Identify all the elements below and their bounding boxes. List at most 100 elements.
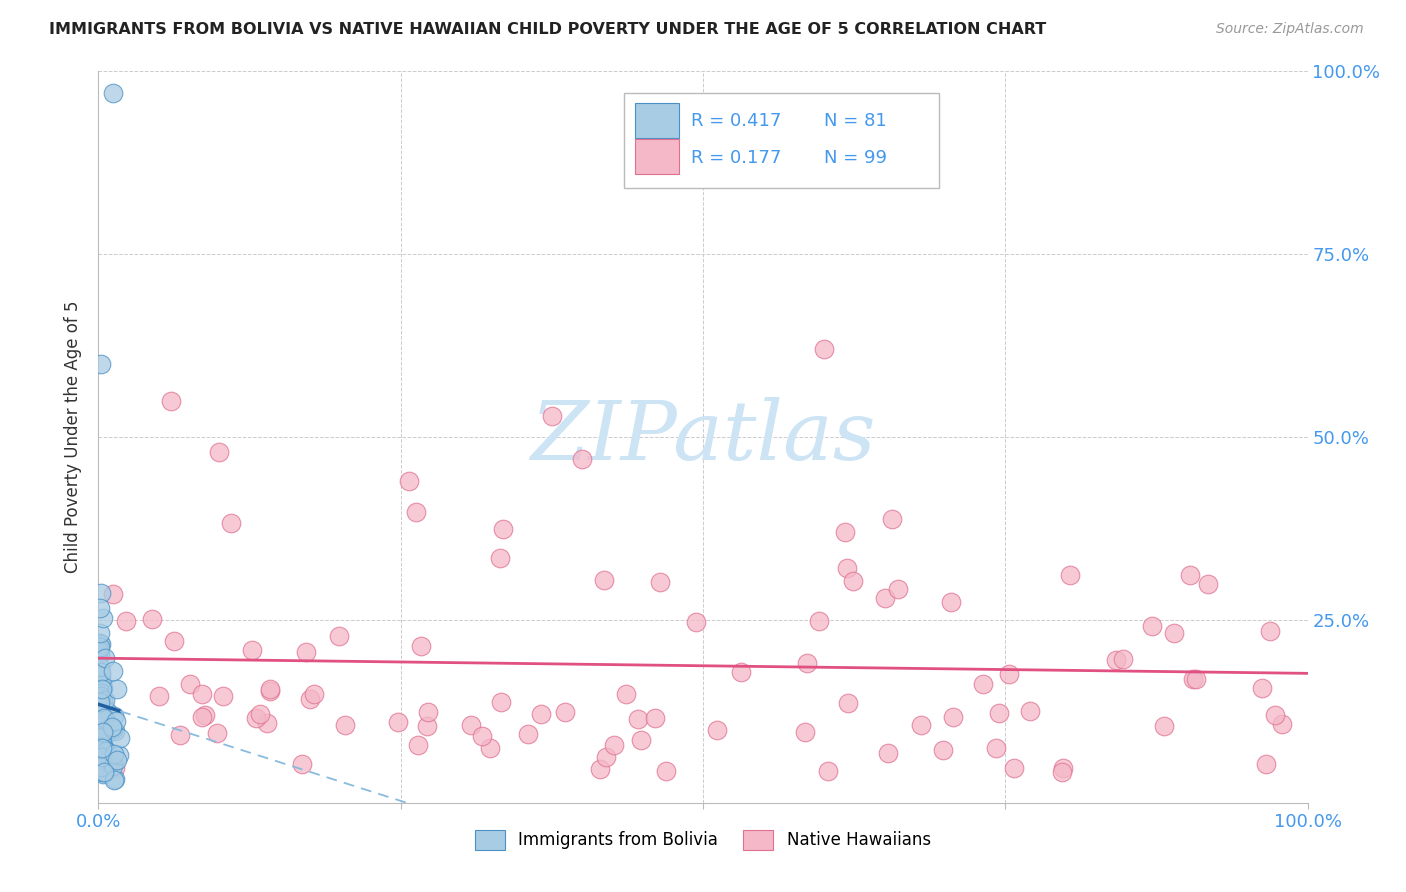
Point (101, 723, 124, 737)
Point (104, 724, 127, 739)
Point (416, 719, 439, 733)
Point (1105, 653, 1128, 667)
Point (1140, 619, 1163, 633)
Point (91, 732, 114, 747)
Point (94, 651, 117, 665)
Point (87, 715, 110, 730)
Point (808, 614, 831, 628)
Legend: Immigrants from Bolivia, Native Hawaiians: Immigrants from Bolivia, Native Hawaiian… (468, 823, 938, 856)
Point (87, 752, 110, 766)
Point (89, 695, 111, 709)
Point (603, 739, 626, 753)
Point (1197, 577, 1219, 591)
Point (207, 726, 229, 740)
Point (517, 727, 540, 741)
Point (1059, 567, 1081, 582)
Point (328, 629, 350, 643)
Text: R = 0.177: R = 0.177 (690, 149, 782, 167)
Point (103, 709, 125, 723)
Point (1254, 757, 1277, 772)
Point (405, 505, 427, 519)
Point (89, 740, 111, 755)
Point (89, 698, 111, 712)
Point (97, 756, 120, 771)
Point (93, 764, 115, 779)
Point (89, 690, 111, 705)
Point (103, 747, 125, 761)
Point (89, 726, 111, 740)
Point (1019, 704, 1042, 718)
Point (90, 707, 112, 722)
Y-axis label: Child Poverty Under the Age of 5: Child Poverty Under the Age of 5 (65, 301, 83, 574)
Text: IMMIGRANTS FROM BOLIVIA VS NATIVE HAWAIIAN CHILD POVERTY UNDER THE AGE OF 5 CORR: IMMIGRANTS FROM BOLIVIA VS NATIVE HAWAII… (49, 22, 1046, 37)
Point (94, 693, 117, 707)
Point (842, 574, 865, 588)
Point (90, 740, 112, 755)
Point (589, 762, 612, 776)
Point (817, 764, 839, 778)
Point (988, 706, 1011, 721)
Point (90, 750, 112, 764)
Point (179, 677, 201, 691)
Point (1271, 717, 1294, 731)
Point (115, 615, 138, 629)
Point (90, 686, 112, 700)
Text: ZIPatlas: ZIPatlas (530, 397, 876, 477)
Point (89, 707, 111, 722)
Point (90, 736, 112, 750)
Point (941, 595, 963, 609)
Point (256, 716, 278, 731)
Point (91, 739, 114, 753)
Point (1163, 626, 1185, 640)
Point (398, 474, 420, 488)
FancyBboxPatch shape (636, 103, 679, 138)
Point (706, 723, 728, 737)
Point (91, 681, 114, 695)
Point (87, 690, 110, 705)
Point (333, 717, 356, 731)
Point (90, 764, 112, 779)
Point (87, 706, 110, 721)
Point (89, 739, 111, 754)
Point (148, 689, 170, 703)
Point (219, 516, 242, 531)
Point (291, 757, 314, 772)
Point (91, 743, 114, 757)
Point (89, 718, 111, 732)
Point (245, 711, 267, 725)
Point (89, 717, 111, 731)
Point (103, 773, 125, 788)
Point (837, 561, 859, 575)
Point (105, 753, 128, 767)
Point (103, 664, 125, 678)
Point (1052, 761, 1074, 775)
Point (93, 711, 115, 725)
FancyBboxPatch shape (624, 94, 939, 188)
Point (94, 711, 117, 725)
Point (108, 747, 131, 762)
Point (191, 710, 214, 724)
Point (90, 585, 112, 599)
Point (1112, 651, 1135, 665)
Point (614, 687, 637, 701)
Point (409, 639, 432, 653)
Text: R = 0.417: R = 0.417 (690, 112, 782, 130)
Point (887, 582, 910, 596)
Point (163, 633, 186, 648)
Point (89, 640, 111, 655)
Point (160, 393, 183, 408)
Point (89, 735, 111, 749)
Point (94, 726, 117, 740)
Point (793, 725, 815, 739)
Point (91, 724, 114, 739)
Point (1185, 672, 1208, 686)
Point (932, 742, 955, 756)
Point (1050, 764, 1073, 779)
Point (295, 646, 318, 660)
Point (90, 357, 112, 371)
Point (834, 524, 856, 539)
Point (302, 687, 325, 701)
Point (108, 731, 131, 745)
Point (101, 755, 124, 769)
Point (89, 729, 111, 743)
